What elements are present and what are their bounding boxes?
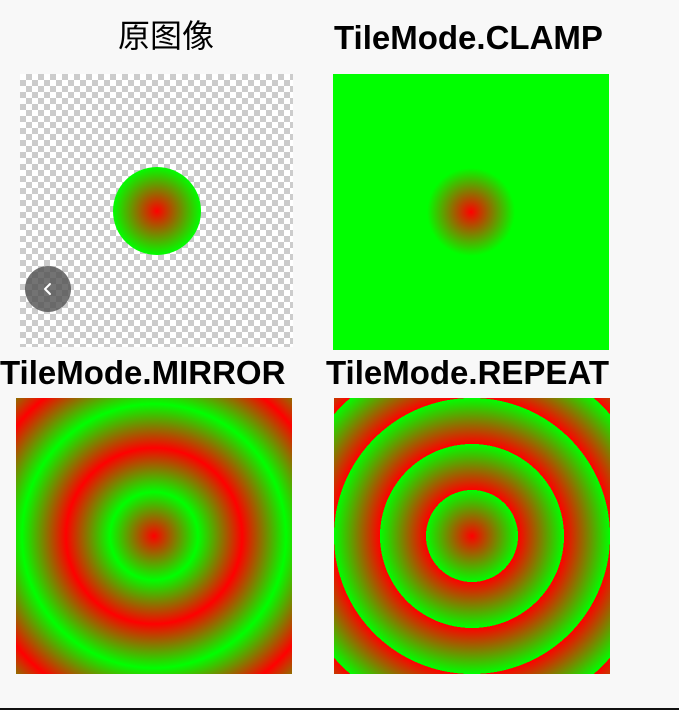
back-button[interactable] xyxy=(25,266,71,312)
repeat-panel xyxy=(334,398,610,674)
mirror-gradient xyxy=(16,398,292,674)
radial-gradient-circle xyxy=(113,167,201,255)
chevron-left-icon xyxy=(44,283,51,295)
clamp-title: TileMode.CLAMP xyxy=(334,19,603,56)
mirror-panel xyxy=(16,398,292,674)
clamp-gradient xyxy=(333,74,609,350)
repeat-title: TileMode.REPEAT xyxy=(326,354,609,391)
bottom-divider xyxy=(0,708,679,710)
repeat-gradient xyxy=(334,398,610,674)
clamp-panel xyxy=(333,74,609,350)
original-image-title: 原图像 xyxy=(118,17,215,55)
mirror-title: TileMode.MIRROR xyxy=(0,354,286,391)
